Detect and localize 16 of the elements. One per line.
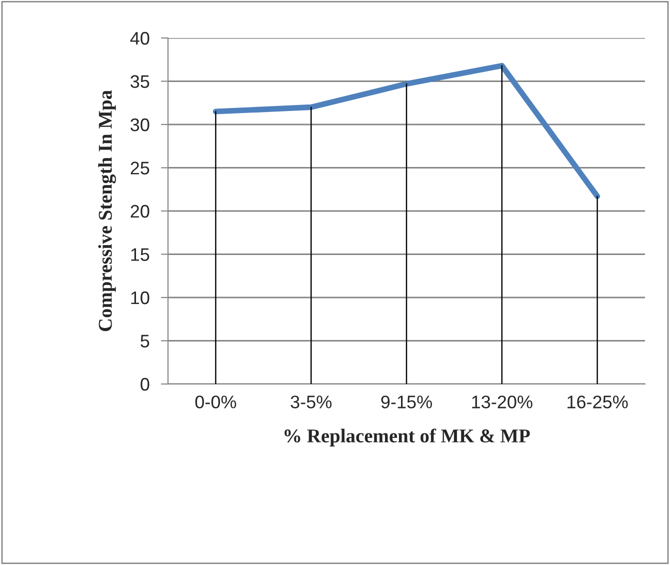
y-tick-label: 20 (130, 204, 150, 218)
x-tick-label: 3-5% (290, 396, 332, 408)
y-tick-label: 0 (140, 378, 150, 391)
y-tick-label: 25 (130, 162, 150, 174)
x-tick-label: 0-0% (195, 396, 236, 408)
y-tick-label: 15 (131, 248, 150, 261)
x-tick-label: 9-15% (381, 396, 432, 408)
y-tick-label: 35 (130, 75, 150, 88)
y-tick-label: 5 (140, 334, 150, 348)
y-tick-label: 40 (130, 32, 150, 45)
x-tick-label: 13-20% (472, 396, 532, 408)
y-tick-label: 30 (130, 118, 150, 132)
x-tick-label: 16-25% (568, 396, 628, 408)
y-tick-label: 10 (131, 291, 150, 304)
x-axis-title: % Replacement of MK & MP (284, 428, 530, 446)
y-axis-title: Compressive Stength In Mpa (98, 90, 116, 332)
